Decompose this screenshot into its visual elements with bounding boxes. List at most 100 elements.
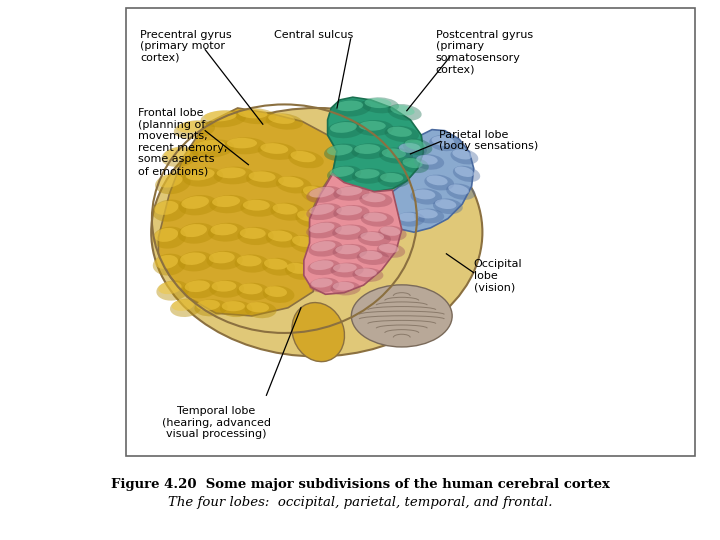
Ellipse shape xyxy=(382,148,406,158)
Ellipse shape xyxy=(182,280,218,298)
Ellipse shape xyxy=(239,284,262,294)
Ellipse shape xyxy=(330,262,364,278)
Ellipse shape xyxy=(379,147,413,164)
Ellipse shape xyxy=(309,204,335,215)
Polygon shape xyxy=(158,108,337,316)
Ellipse shape xyxy=(278,177,304,187)
FancyBboxPatch shape xyxy=(126,8,695,456)
Ellipse shape xyxy=(455,166,474,177)
Ellipse shape xyxy=(377,172,410,187)
Ellipse shape xyxy=(336,100,363,111)
Ellipse shape xyxy=(333,282,354,291)
Ellipse shape xyxy=(361,97,399,113)
Ellipse shape xyxy=(288,150,324,168)
Ellipse shape xyxy=(290,235,322,253)
Ellipse shape xyxy=(210,224,238,235)
Ellipse shape xyxy=(402,158,423,168)
Ellipse shape xyxy=(426,176,448,185)
Ellipse shape xyxy=(306,221,342,239)
Polygon shape xyxy=(389,130,474,232)
Ellipse shape xyxy=(235,254,269,273)
Ellipse shape xyxy=(333,205,369,220)
Ellipse shape xyxy=(364,98,392,108)
Ellipse shape xyxy=(310,260,333,270)
Ellipse shape xyxy=(171,299,194,311)
Ellipse shape xyxy=(264,286,287,297)
Ellipse shape xyxy=(311,241,336,252)
Ellipse shape xyxy=(352,168,387,184)
Ellipse shape xyxy=(246,302,269,313)
Ellipse shape xyxy=(336,245,360,254)
Ellipse shape xyxy=(178,251,214,272)
Ellipse shape xyxy=(396,212,425,227)
Ellipse shape xyxy=(303,186,325,197)
Ellipse shape xyxy=(261,143,288,154)
Ellipse shape xyxy=(212,281,236,292)
Ellipse shape xyxy=(413,190,436,199)
Ellipse shape xyxy=(446,184,475,200)
Ellipse shape xyxy=(220,301,253,317)
Ellipse shape xyxy=(356,250,390,265)
Ellipse shape xyxy=(353,268,383,282)
Ellipse shape xyxy=(433,198,463,214)
Ellipse shape xyxy=(153,227,186,248)
Ellipse shape xyxy=(380,226,400,236)
Ellipse shape xyxy=(264,259,287,269)
Ellipse shape xyxy=(330,166,354,177)
Ellipse shape xyxy=(290,151,316,163)
Ellipse shape xyxy=(431,136,454,146)
Ellipse shape xyxy=(384,126,419,142)
Ellipse shape xyxy=(292,236,314,247)
Ellipse shape xyxy=(212,196,240,207)
Text: Occipital
lobe
(vision): Occipital lobe (vision) xyxy=(474,259,523,292)
Ellipse shape xyxy=(152,200,186,221)
Ellipse shape xyxy=(405,139,426,150)
Ellipse shape xyxy=(194,299,228,316)
Text: Postcentral gyrus
(primary
somatosensory
cortex): Postcentral gyrus (primary somatosensory… xyxy=(436,30,533,75)
Ellipse shape xyxy=(273,204,297,214)
Ellipse shape xyxy=(177,121,206,133)
Polygon shape xyxy=(304,174,402,294)
Ellipse shape xyxy=(327,166,361,182)
Ellipse shape xyxy=(268,231,292,241)
Ellipse shape xyxy=(295,210,327,227)
Ellipse shape xyxy=(451,148,478,165)
Ellipse shape xyxy=(178,223,215,244)
Ellipse shape xyxy=(158,281,181,294)
Ellipse shape xyxy=(358,231,391,246)
Ellipse shape xyxy=(336,186,362,196)
Ellipse shape xyxy=(237,283,270,300)
Ellipse shape xyxy=(332,225,368,240)
Ellipse shape xyxy=(181,196,209,209)
Ellipse shape xyxy=(204,111,236,122)
Text: Central sulcus: Central sulcus xyxy=(274,30,353,40)
Ellipse shape xyxy=(238,109,268,118)
Ellipse shape xyxy=(197,300,220,310)
Ellipse shape xyxy=(186,168,215,180)
Ellipse shape xyxy=(208,223,246,241)
Ellipse shape xyxy=(379,244,399,253)
Ellipse shape xyxy=(306,186,342,203)
Ellipse shape xyxy=(258,143,297,160)
Ellipse shape xyxy=(271,202,305,221)
Ellipse shape xyxy=(243,200,270,211)
Ellipse shape xyxy=(377,244,405,258)
Ellipse shape xyxy=(361,212,394,227)
Ellipse shape xyxy=(307,259,341,275)
Ellipse shape xyxy=(380,173,403,183)
Text: Temporal lobe
(hearing, advanced
visual processing): Temporal lobe (hearing, advanced visual … xyxy=(161,406,271,439)
Ellipse shape xyxy=(248,171,276,182)
Ellipse shape xyxy=(153,254,186,275)
Ellipse shape xyxy=(240,228,266,239)
Ellipse shape xyxy=(416,209,438,219)
Ellipse shape xyxy=(416,155,438,165)
Ellipse shape xyxy=(309,222,335,233)
Ellipse shape xyxy=(180,224,207,237)
Ellipse shape xyxy=(397,142,427,158)
Ellipse shape xyxy=(403,139,432,155)
Ellipse shape xyxy=(237,255,261,266)
Ellipse shape xyxy=(390,105,415,116)
Ellipse shape xyxy=(155,255,178,269)
Ellipse shape xyxy=(332,99,371,117)
Ellipse shape xyxy=(333,186,369,201)
